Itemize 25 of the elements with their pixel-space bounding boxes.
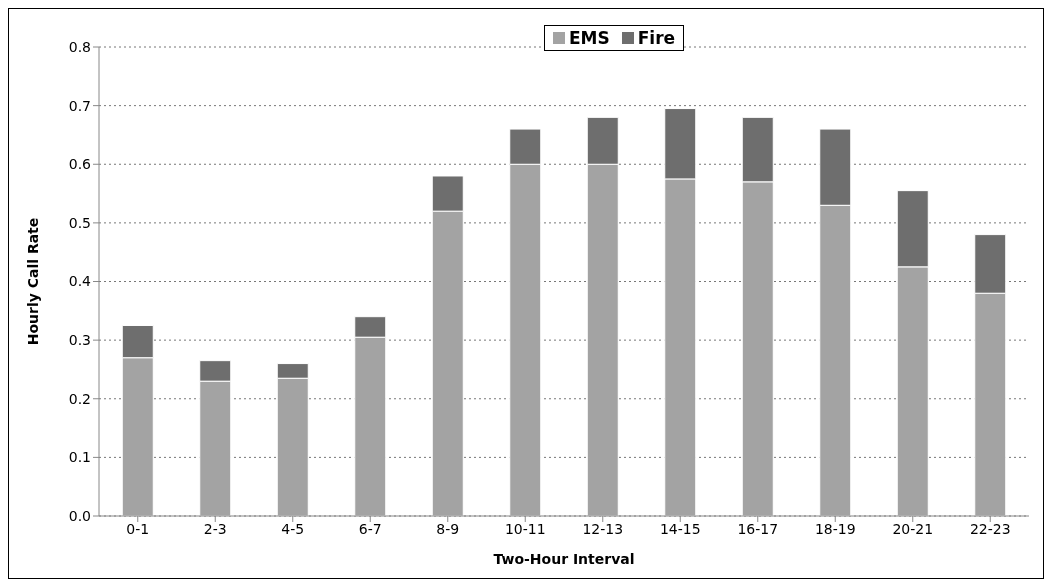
x-tick-label: 14-15: [659, 520, 701, 537]
x-tick-label: 20-21: [892, 520, 934, 537]
y-tick-label: 0.8: [68, 38, 91, 55]
y-tick-label: 0.4: [68, 273, 92, 290]
x-tick-label: 6-7: [358, 520, 382, 537]
y-tick-label: 0.3: [68, 332, 91, 349]
y-tick-label: 0.5: [68, 214, 91, 231]
y-tick-label: 0.6: [68, 156, 92, 173]
x-tick-label: 22-23: [969, 520, 1011, 537]
x-tick-label: 10-11: [504, 520, 546, 537]
x-tick-label: 8-9: [436, 520, 460, 537]
legend-label: Fire: [636, 28, 676, 48]
x-tick-label: 2-3: [203, 520, 227, 537]
x-tick-label: 0-1: [126, 520, 150, 537]
x-tick-label: 12-13: [582, 520, 624, 537]
legend-label: EMS: [567, 28, 610, 48]
y-tick-label: 0.7: [68, 97, 91, 114]
y-tick-label: 0.0: [68, 507, 91, 524]
y-tick-label: 0.1: [68, 449, 91, 466]
y-axis-title: Hourly Call Rate: [24, 217, 41, 346]
x-tick-label: 16-17: [737, 520, 779, 537]
y-tick-label: 0.2: [68, 390, 91, 407]
x-tick-label: 18-19: [814, 520, 856, 537]
x-tick-label: 4-5: [281, 520, 305, 537]
x-axis-title: Two-Hour Interval: [493, 551, 635, 567]
